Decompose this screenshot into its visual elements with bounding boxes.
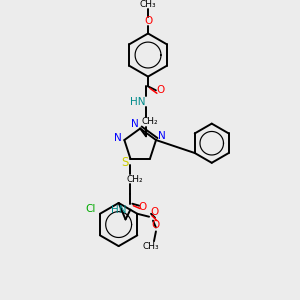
Text: O: O <box>157 85 165 95</box>
Text: S: S <box>121 156 128 169</box>
Text: O: O <box>151 207 159 217</box>
Text: HN: HN <box>111 205 126 214</box>
Text: Cl: Cl <box>85 204 95 214</box>
Text: O: O <box>144 16 152 26</box>
Text: O: O <box>138 202 146 212</box>
Text: N: N <box>114 133 122 143</box>
Text: N: N <box>131 118 139 129</box>
Text: N: N <box>158 131 166 141</box>
Text: CH₃: CH₃ <box>143 242 159 250</box>
Text: CH₂: CH₂ <box>126 175 142 184</box>
Text: O: O <box>152 220 160 230</box>
Text: CH₃: CH₃ <box>140 0 156 9</box>
Text: HN: HN <box>130 97 146 107</box>
Text: CH₂: CH₂ <box>142 117 158 126</box>
